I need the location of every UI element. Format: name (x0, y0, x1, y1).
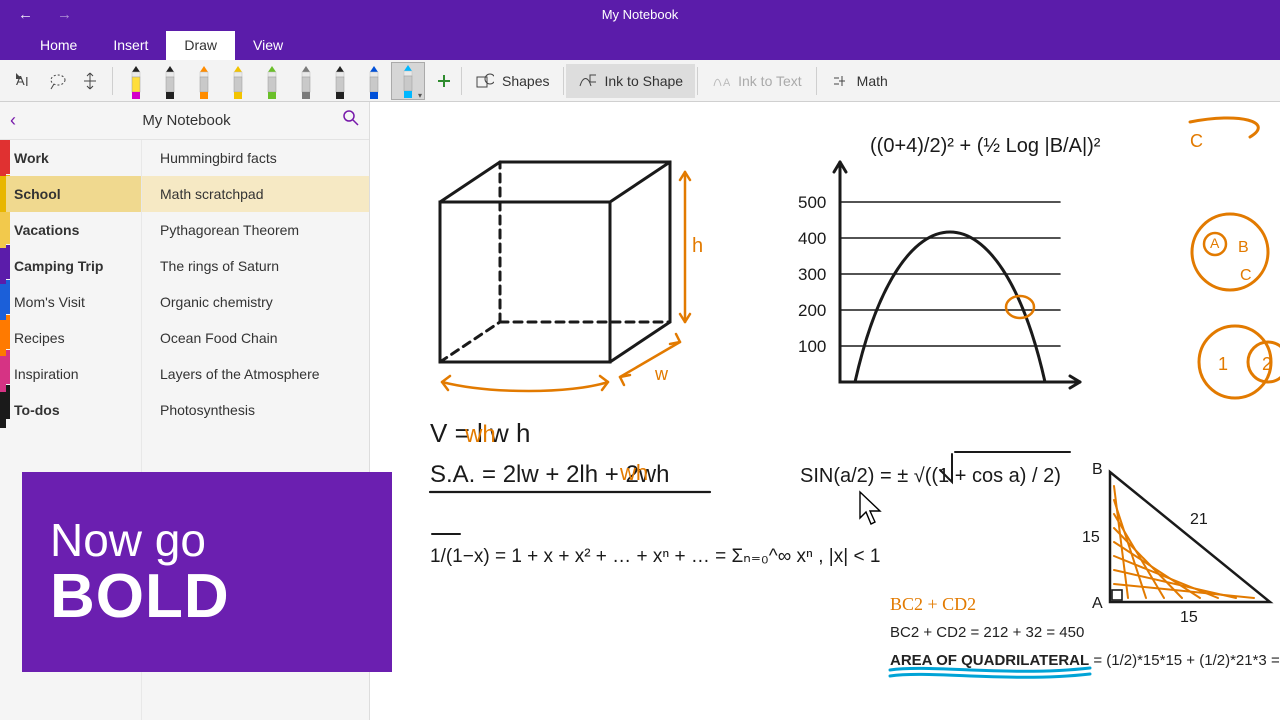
ink-layer: h w 500 400 300 200 100 ((0+4)/2)² + (½ Log |B/… (370, 102, 1280, 720)
svg-text:200: 200 (798, 301, 826, 320)
page-item[interactable]: Math scratchpad (142, 176, 369, 212)
area-label: AREA OF QUADRILATERAL (890, 652, 1089, 669)
app-title: My Notebook (602, 7, 679, 22)
section-item[interactable]: Mom's Visit (0, 284, 141, 320)
svg-text:15: 15 (1180, 609, 1198, 626)
shapes-label: Shapes (502, 73, 549, 89)
section-item[interactable]: Camping Trip (0, 248, 141, 284)
svg-text:500: 500 (798, 193, 826, 212)
svg-text:300: 300 (798, 265, 826, 284)
tab-insert[interactable]: Insert (95, 31, 166, 60)
text-mode-button[interactable]: AI (10, 64, 42, 98)
svg-text:wh: wh (464, 421, 496, 448)
svg-text:C: C (1240, 267, 1252, 284)
ink-to-shape-label: Ink to Shape (604, 73, 683, 89)
search-icon[interactable] (343, 110, 359, 131)
svg-text:B: B (1238, 239, 1249, 256)
page-item[interactable]: Organic chemistry (142, 284, 369, 320)
page-item[interactable]: Hummingbird facts (142, 140, 369, 176)
ink-to-text-icon: A (712, 72, 730, 90)
bc2-line: BC2 + CD2 = 212 + 32 = 450 (890, 624, 1084, 641)
ink-to-text-button: A Ink to Text (700, 64, 814, 98)
ink-to-shape-icon (578, 72, 596, 90)
page-item[interactable]: Photosynthesis (142, 392, 369, 428)
area-rest: = (1/2)*15*15 + (1/2)*21*3 = (1089, 652, 1280, 669)
svg-text:A: A (723, 77, 730, 89)
section-item[interactable]: Recipes (0, 320, 141, 356)
bc2-hand: BC2 + CD2 (890, 594, 976, 615)
math-button[interactable]: Math (819, 64, 900, 98)
pen-1[interactable]: ▾ (153, 62, 187, 100)
svg-text:A: A (1210, 235, 1220, 251)
pen-2[interactable]: ▾ (187, 62, 221, 100)
page-item[interactable]: The rings of Saturn (142, 248, 369, 284)
page-item[interactable]: Ocean Food Chain (142, 320, 369, 356)
pen-7[interactable]: ▾ (357, 62, 391, 100)
math-label: Math (857, 73, 888, 89)
svg-text:400: 400 (798, 229, 826, 248)
svg-text:15: 15 (1082, 529, 1100, 546)
section-item[interactable]: Vacations (0, 212, 141, 248)
section-item[interactable]: Work (0, 140, 141, 176)
svg-text:21: 21 (1190, 511, 1208, 528)
tab-home[interactable]: Home (22, 31, 95, 60)
svg-text:w: w (654, 364, 669, 384)
page-item[interactable]: Layers of the Atmosphere (142, 356, 369, 392)
pen-0[interactable]: ▾ (119, 62, 153, 100)
notebook-name: My Notebook (30, 112, 343, 129)
math-icon (831, 72, 849, 90)
svg-text:B: B (1092, 461, 1103, 478)
ink-to-shape-button[interactable]: Ink to Shape (566, 64, 695, 98)
draw-toolbar: AI ▾ ▾ ▾ ▾ (0, 60, 1280, 102)
section-item[interactable]: School (0, 176, 141, 212)
tab-view[interactable]: View (235, 31, 301, 60)
pen-6[interactable]: ▾ (323, 62, 357, 100)
svg-text:2: 2 (1262, 354, 1272, 374)
shapes-icon (476, 72, 494, 90)
tab-draw[interactable]: Draw (166, 31, 235, 60)
ribbon-tabs: HomeInsertDrawView (0, 28, 1280, 60)
promo-line2: BOLD (50, 561, 392, 632)
lasso-select-button[interactable] (42, 64, 74, 98)
page-item[interactable]: Pythagorean Theorem (142, 212, 369, 248)
nav-back-icon[interactable]: ‹ (10, 110, 30, 131)
add-pen-button[interactable] (429, 64, 459, 98)
svg-text:I: I (25, 74, 29, 89)
forward-arrow-icon[interactable]: → (57, 6, 72, 23)
pen-8[interactable]: ▾ (391, 62, 425, 100)
pen-4[interactable]: ▾ (255, 62, 289, 100)
section-item[interactable]: To-dos (0, 392, 141, 428)
promo-line1: Now go (50, 513, 392, 567)
pen-gallery: ▾ ▾ ▾ ▾ ▾ ▾ (115, 60, 429, 101)
section-item[interactable]: Inspiration (0, 356, 141, 392)
svg-text:h: h (692, 235, 703, 257)
svg-text:A: A (1092, 595, 1103, 612)
shapes-button[interactable]: Shapes (464, 64, 561, 98)
ink-to-text-label: Ink to Text (738, 73, 802, 89)
back-arrow-icon[interactable]: ← (18, 6, 33, 23)
insert-space-button[interactable] (74, 64, 106, 98)
title-bar: ← → My Notebook (0, 0, 1280, 28)
svg-text:100: 100 (798, 337, 826, 356)
svg-text:((0+4)/2)² + (½ Log |B/A|)²: ((0+4)/2)² + (½ Log |B/A|)² (870, 135, 1101, 157)
svg-text:1: 1 (1218, 354, 1228, 374)
svg-text:SIN(a/2) = ± √((1 + cos a) / 2: SIN(a/2) = ± √((1 + cos a) / 2) (800, 465, 1061, 487)
page-canvas[interactable]: h w 500 400 300 200 100 ((0+4)/2)² + (½ Log |B/… (370, 102, 1280, 720)
pen-5[interactable]: ▾ (289, 62, 323, 100)
promo-overlay: Now go BOLD (22, 472, 392, 672)
svg-text:C: C (1190, 131, 1203, 151)
svg-text:1/(1−x) = 1 + x + x² + … + xⁿ: 1/(1−x) = 1 + x + x² + … + xⁿ + … = Σₙ₌₀… (430, 546, 880, 567)
svg-text:wh: wh (619, 460, 648, 485)
pen-3[interactable]: ▾ (221, 62, 255, 100)
